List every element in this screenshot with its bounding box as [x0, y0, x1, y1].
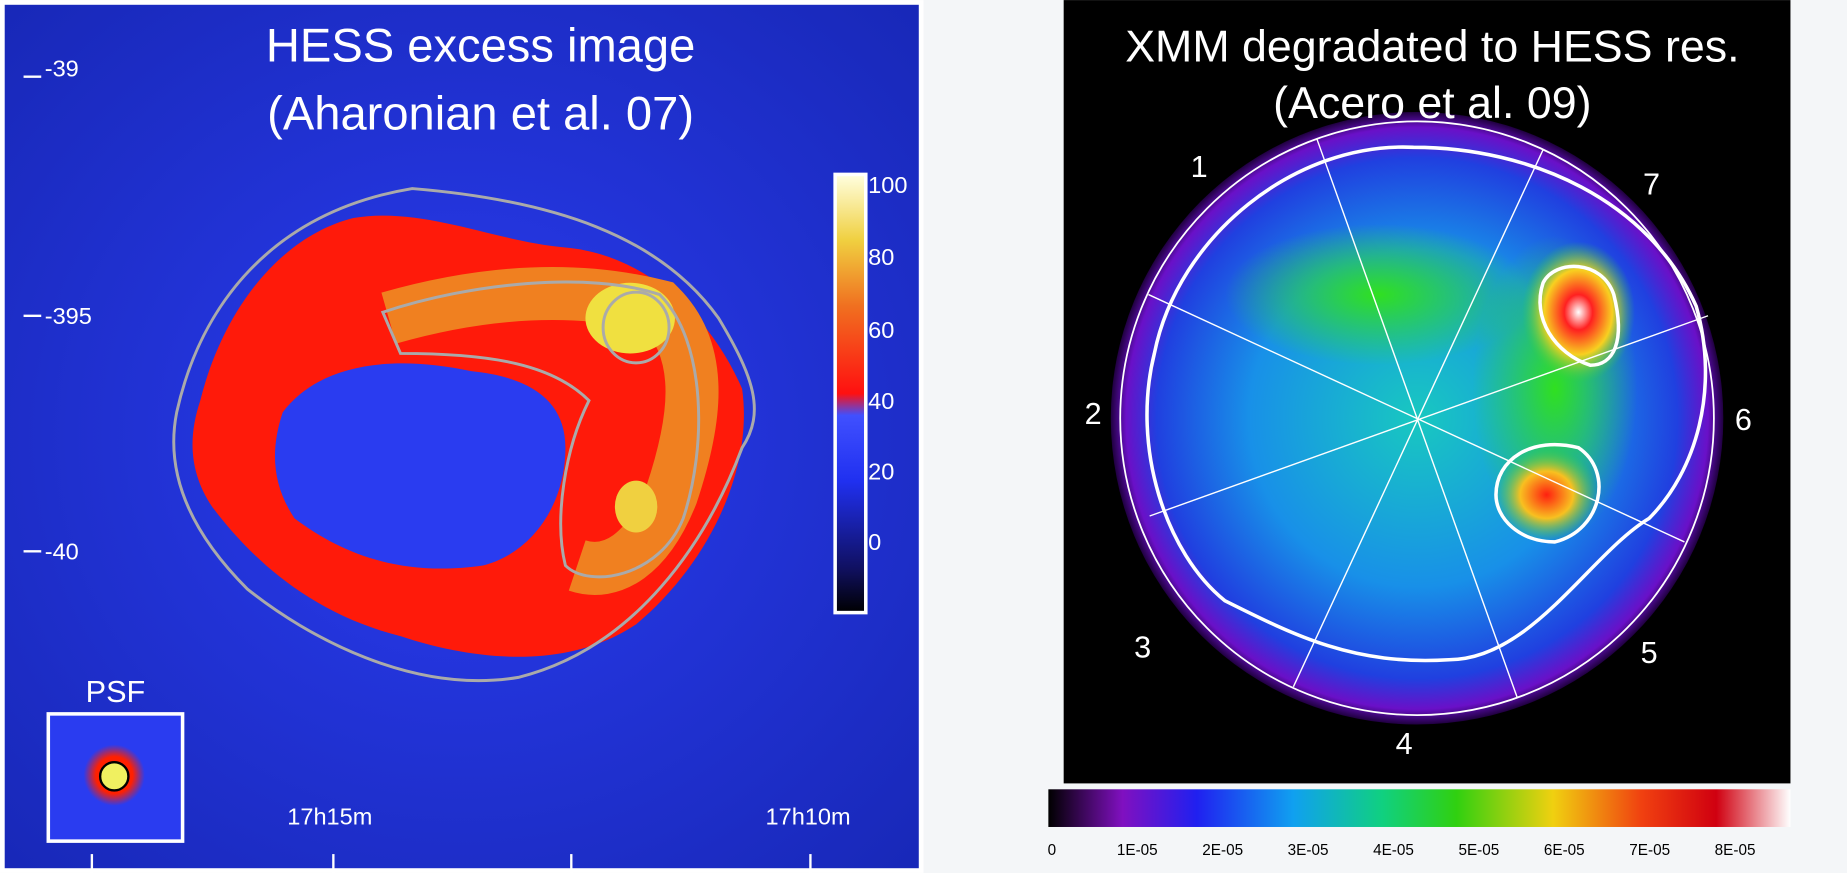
colorbar-tick-label: 0	[868, 529, 881, 555]
colorbar-tick-label: 7E-05	[1629, 842, 1670, 859]
panel-title: (Aharonian et al. 07)	[267, 87, 694, 140]
colorbar-tick-label: 60	[868, 317, 894, 343]
page: {"left_panel":{"title":["HESS excess ima…	[0, 0, 1847, 873]
colorbar	[835, 174, 866, 612]
colorbar-tick-label: 8E-05	[1715, 842, 1756, 859]
colorbar-tick-label: 4E-05	[1373, 842, 1414, 859]
sector-label: 7	[1643, 167, 1660, 201]
sector-label: 4	[1396, 727, 1413, 761]
sector-label: 5	[1641, 636, 1658, 670]
colorbar-tick-label: 100	[868, 172, 907, 198]
colorbar-tick-label: 40	[868, 388, 894, 414]
y-tick-label: -40	[45, 539, 79, 565]
sector-label: 6	[1735, 403, 1752, 437]
psf-label: PSF	[86, 675, 146, 709]
panel-title: HESS excess image	[266, 18, 695, 71]
y-tick-label: -39	[45, 56, 79, 82]
sector-label: 3	[1134, 630, 1151, 664]
colorbar-tick-label: 5E-05	[1458, 842, 1499, 859]
colorbar-tick-label: 80	[868, 244, 894, 270]
colorbar	[1048, 789, 1790, 827]
x-tick-label: 17h10m	[766, 804, 851, 830]
y-tick-label: -395	[45, 303, 92, 329]
colorbar-tick-label: 1E-05	[1117, 842, 1158, 859]
colorbar-tick-label: 2E-05	[1202, 842, 1243, 859]
colorbar-tick-label: 0	[1048, 842, 1057, 859]
colorbar-tick-label: 3E-05	[1288, 842, 1329, 859]
sector-label: 2	[1085, 397, 1102, 431]
hotspot	[615, 481, 657, 533]
colorbar-tick-label: 6E-05	[1544, 842, 1585, 859]
sector-label: 1	[1191, 150, 1208, 184]
psf-core	[100, 762, 128, 790]
panel-title: (Acero et al. 09)	[1273, 78, 1591, 128]
colorbar-tick-label: 20	[868, 458, 894, 484]
panel-title: XMM degradated to HESS res.	[1125, 21, 1739, 71]
x-tick-label: 17h15m	[287, 804, 372, 830]
figure: HESS excess image (Aharonian et al. 07) -3…	[0, 0, 1847, 873]
